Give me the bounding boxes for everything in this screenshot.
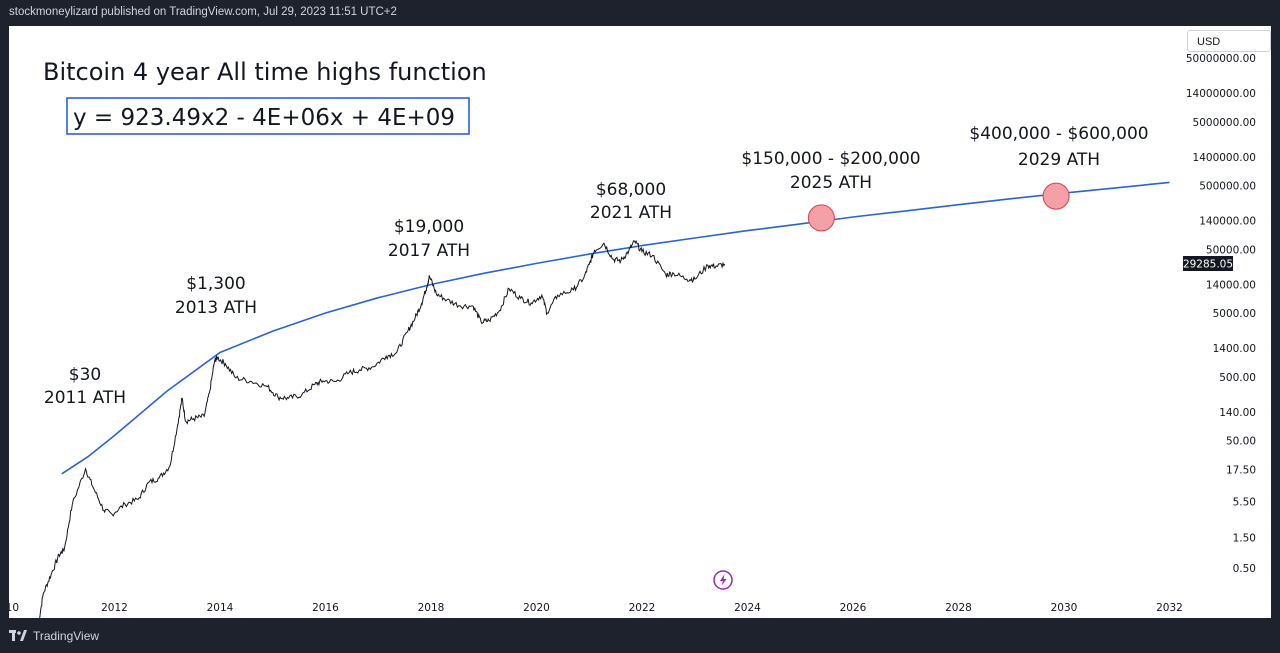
price-tick-label: 140.00 — [1219, 407, 1256, 419]
annotation-2029-price: $400,000 - $600,000 — [969, 124, 1148, 144]
annotation-2013-year: 2013 ATH — [175, 298, 257, 318]
btc-price-line — [39, 239, 726, 618]
chart-area[interactable]: 50000000.00 14000000.00 5000000.00 1400000.… — [9, 26, 1271, 618]
time-tick-label: 2026 — [840, 602, 867, 614]
annotation-2025-price: $150,000 - $200,000 — [741, 149, 920, 169]
price-tick-label: 5.50 — [1233, 497, 1256, 509]
tradingview-logo-icon — [9, 630, 27, 642]
price-tick-label: 5000000.00 — [1193, 117, 1256, 129]
annotation-2011-price: $30 — [69, 365, 101, 385]
time-tick-label: 2028 — [945, 602, 972, 614]
annotation-2021-year: 2021 ATH — [590, 203, 672, 223]
ath-curve-line — [61, 181, 1170, 475]
time-tick-label: 2032 — [1156, 602, 1183, 614]
time-tick-label: 2018 — [418, 602, 445, 614]
footer-brand: TradingView — [9, 626, 99, 646]
annotation-2021-price: $68,000 — [596, 180, 666, 200]
price-tick-label: 50000.00 — [1206, 244, 1256, 256]
price-tick-label: 14000.00 — [1206, 279, 1256, 291]
price-tick-label: 14000000.00 — [1186, 88, 1256, 100]
price-tick-label: 140000.00 — [1199, 216, 1256, 228]
target-marker — [807, 204, 835, 232]
time-tick-label: 2020 — [523, 602, 550, 614]
price-tick-label: 500.00 — [1219, 372, 1256, 384]
price-tick-label: 500000.00 — [1199, 181, 1256, 193]
lightning-icon[interactable] — [713, 570, 733, 590]
annotation-2017-year: 2017 ATH — [388, 241, 470, 261]
annotation-2017-price: $19,000 — [394, 217, 464, 237]
publisher-line: stockmoneylizard published on TradingVie… — [9, 6, 397, 18]
equation-box — [66, 97, 470, 135]
chart-svg[interactable]: 50000000.00 14000000.00 5000000.00 1400000.… — [9, 26, 1271, 618]
footer-brand-text: TradingView — [33, 629, 100, 643]
price-tick-label: 1.50 — [1233, 533, 1256, 545]
price-tick-label: 50.00 — [1226, 436, 1256, 448]
last-price-tag: 29285.05 — [1183, 256, 1233, 271]
time-tick-label: 2030 — [1051, 602, 1078, 614]
time-tick-label: 2012 — [101, 602, 128, 614]
time-tick-label: 2024 — [734, 602, 761, 614]
target-marker — [1042, 182, 1070, 210]
time-tick-label: 2016 — [312, 602, 339, 614]
time-tick-label: 2022 — [629, 602, 656, 614]
time-tick-label: 010 — [9, 602, 19, 614]
annotation-2025-year: 2025 ATH — [790, 173, 872, 193]
price-tick-label: 5000.00 — [1213, 308, 1256, 320]
price-axis-labels: 50000000.00 14000000.00 5000000.00 1400000.… — [1186, 53, 1256, 575]
price-tick-label: 50000000.00 — [1186, 53, 1256, 65]
time-axis-labels: 010 2012 2014 2016 2018 2020 2022 2024 2026 2028 2… — [9, 602, 1183, 614]
price-tick-label: 1400.00 — [1213, 343, 1256, 355]
price-tick-label: 17.50 — [1226, 465, 1256, 477]
equation-text: y = 923.49x2 - 4E+06x + 4E+09 — [73, 105, 455, 131]
annotation-2029-year: 2029 ATH — [1018, 150, 1100, 170]
annotation-2011-year: 2011 ATH — [44, 388, 126, 408]
price-tick-label: 1400000.00 — [1193, 152, 1256, 164]
last-price-label: 29285.05 — [1183, 259, 1233, 271]
currency-selector[interactable]: USD — [1187, 30, 1271, 52]
time-tick-label: 2014 — [207, 602, 234, 614]
chart-title: Bitcoin 4 year All time highs function — [43, 58, 487, 86]
target-markers — [807, 182, 1070, 232]
annotation-2013-price: $1,300 — [186, 274, 245, 294]
price-tick-label: 0.50 — [1233, 563, 1256, 575]
